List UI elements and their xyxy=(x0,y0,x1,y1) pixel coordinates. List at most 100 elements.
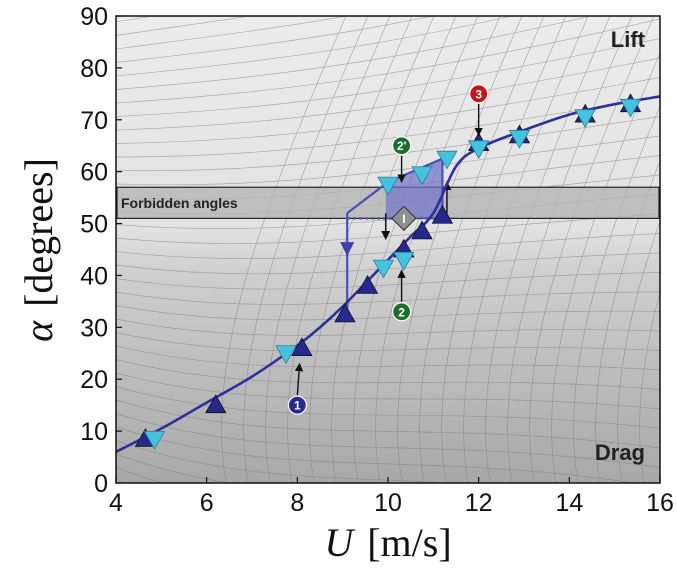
data-point-down xyxy=(393,251,415,271)
data-point-down xyxy=(467,140,490,160)
data-point-down xyxy=(143,430,166,450)
data-point-down xyxy=(508,130,531,149)
data-point-down xyxy=(275,345,297,365)
contour-line xyxy=(116,16,435,63)
x-tick-label: 4 xyxy=(109,489,123,517)
contour-line xyxy=(116,16,349,50)
contour-line xyxy=(662,16,677,483)
contour-line xyxy=(309,16,435,483)
annotation-label-1: 1 xyxy=(294,399,301,413)
y-tick-label: 20 xyxy=(80,366,108,394)
contour-line xyxy=(116,318,660,336)
contour-line xyxy=(507,16,633,483)
contour-line xyxy=(419,16,545,483)
x-tick-label: 12 xyxy=(465,489,493,517)
contour-line xyxy=(116,332,660,352)
contour-line xyxy=(116,135,660,186)
data-markers xyxy=(134,93,642,450)
plot-background xyxy=(116,16,660,483)
data-point-up xyxy=(356,275,379,294)
contour-line xyxy=(116,233,660,259)
x-axis-unit: [m/s] xyxy=(367,520,451,565)
contour-line xyxy=(116,213,660,244)
contour-line xyxy=(116,386,660,429)
annotation-marker-2p xyxy=(392,136,412,156)
annotation-marker-1 xyxy=(287,395,307,415)
contour-line xyxy=(116,18,660,104)
x-tick-label: 14 xyxy=(555,489,583,517)
contour-line xyxy=(116,453,232,483)
contour-line xyxy=(595,159,660,483)
x-tick-label: 6 xyxy=(200,489,214,517)
data-point-down xyxy=(411,166,433,186)
x-tick-label: 16 xyxy=(646,489,674,517)
contour-line xyxy=(551,52,660,483)
annotation-marker-3 xyxy=(469,84,489,104)
contour-line xyxy=(116,272,660,290)
contour-line xyxy=(116,16,515,77)
contour-line xyxy=(116,16,593,90)
contour-line xyxy=(116,77,660,144)
x-axis-ticks: 4 6 8 10 12 14 16 xyxy=(109,477,674,517)
data-point-up xyxy=(431,204,454,224)
contour-line xyxy=(617,219,660,483)
data-point-up xyxy=(334,303,356,323)
y-axis-symbol: α xyxy=(16,320,61,342)
contour-line xyxy=(463,16,589,483)
contour-line xyxy=(116,426,637,483)
contour-line xyxy=(639,290,660,483)
y-tick-label: 40 xyxy=(80,262,108,290)
y-axis-label: α [degrees] xyxy=(16,158,61,342)
data-point-down xyxy=(377,176,399,196)
y-axis-ticks: 0 10 20 30 40 50 60 70 80 90 xyxy=(80,3,122,498)
annotation-marker-2 xyxy=(392,302,412,322)
annotation-arrow xyxy=(294,362,304,396)
y-tick-label: 90 xyxy=(80,3,108,31)
data-point-up xyxy=(291,337,313,356)
annotation-label-2p: 2' xyxy=(397,139,407,153)
forbidden-angles-label: Forbidden angles xyxy=(121,195,238,211)
data-point-up xyxy=(411,220,433,240)
y-tick-label: 70 xyxy=(80,107,108,135)
annotation-label-2: 2 xyxy=(398,305,405,319)
contour-line xyxy=(116,305,660,321)
annotation-marker-I xyxy=(391,205,417,232)
y-tick-label: 0 xyxy=(94,470,108,498)
x-tick-label: 10 xyxy=(374,489,402,517)
contour-line xyxy=(116,38,660,117)
contour-line xyxy=(116,252,660,275)
contour-line xyxy=(221,16,347,483)
contour-line xyxy=(353,16,479,483)
x-axis-label: U [m/s] xyxy=(324,520,451,565)
region-label-lift: Lift xyxy=(611,27,646,52)
contour-line xyxy=(116,440,457,483)
data-point-down xyxy=(372,259,395,279)
data-point-down xyxy=(436,150,458,170)
contour-line xyxy=(116,57,660,131)
contour-line xyxy=(116,413,660,468)
contour-line xyxy=(287,16,413,483)
region-label-drag: Drag xyxy=(595,440,645,465)
contour-line xyxy=(116,16,253,36)
contour-line xyxy=(265,16,391,483)
contour-line xyxy=(331,16,457,483)
contour-line xyxy=(375,16,501,483)
contour-line xyxy=(573,104,660,483)
contour-line xyxy=(243,16,369,483)
x-axis-symbol: U xyxy=(324,520,356,565)
contour-line xyxy=(116,345,660,371)
data-point-down xyxy=(619,98,642,118)
data-point-down xyxy=(574,109,596,128)
contour-line xyxy=(529,16,655,483)
x-tick-label: 8 xyxy=(290,489,304,517)
y-tick-label: 10 xyxy=(80,418,108,446)
y-axis-unit: [degrees] xyxy=(16,158,61,307)
annotation-label-I: I xyxy=(402,212,405,226)
contour-line xyxy=(116,291,660,305)
annotations: 1 2 2' 3 I xyxy=(287,84,489,415)
y-tick-label: 30 xyxy=(80,314,108,342)
contour-line xyxy=(116,116,660,172)
contour-line xyxy=(441,16,567,483)
contour-line xyxy=(116,96,660,158)
